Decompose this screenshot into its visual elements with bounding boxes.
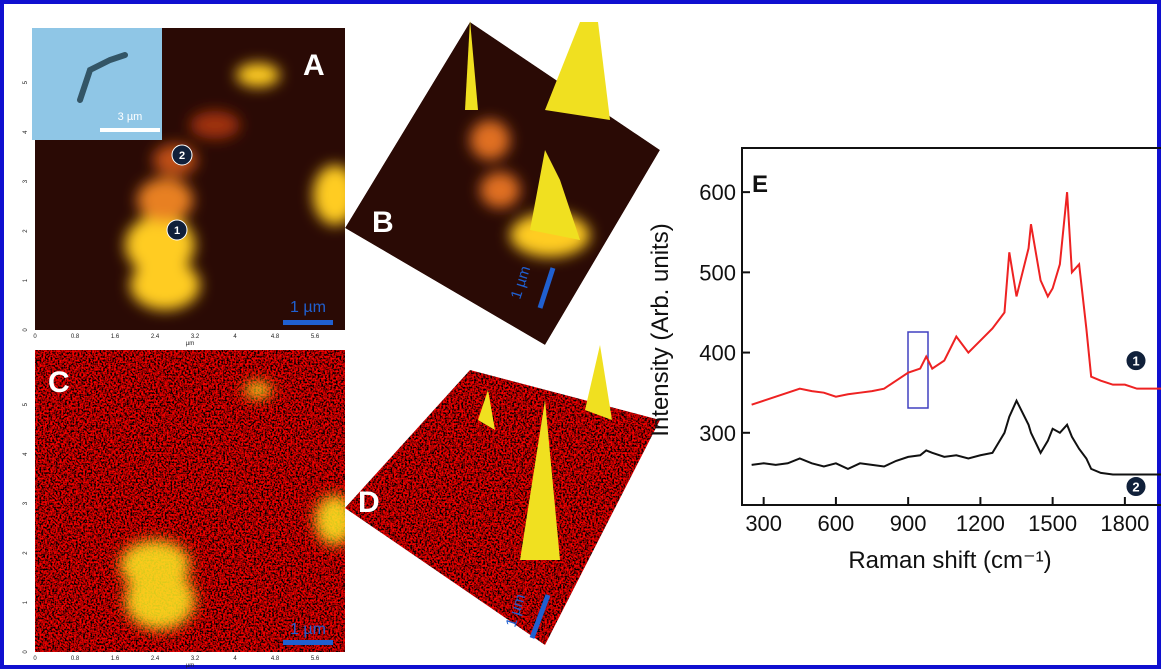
inset-scale-bar (100, 128, 160, 132)
peak (585, 345, 612, 420)
image-unit: µm (186, 663, 194, 669)
y-axis-label: Intensity (Arb. units) (647, 223, 674, 436)
peak (545, 22, 610, 120)
highlight-box (907, 331, 929, 409)
legend-label: 1 (1132, 354, 1139, 369)
image-x-tick: 0 (33, 656, 37, 662)
image-x-tick: 1.6 (111, 334, 120, 340)
image-y-tick: 0 (23, 328, 29, 332)
panel-label: B (372, 206, 394, 239)
legend-label: 2 (1132, 480, 1139, 495)
image-x-tick: 0.8 (71, 656, 80, 662)
panel-label: A (303, 49, 325, 82)
image-unit: µm (186, 341, 194, 347)
y-tick-label: 400 (699, 341, 736, 366)
peak (478, 390, 495, 430)
series-line (751, 192, 1161, 406)
plot-frame (741, 147, 1161, 506)
scale-bar (283, 320, 333, 325)
image-x-tick: 3.2 (191, 334, 200, 340)
image-x-tick: 2.4 (151, 334, 160, 340)
image-y-tick: 4 (23, 452, 29, 456)
image-x-tick: 4.8 (271, 656, 280, 662)
image-y-tick: 3 (23, 501, 29, 505)
x-tick-label: 300 (745, 511, 782, 536)
inset-cell (77, 52, 128, 103)
image-x-tick: 0.8 (71, 334, 80, 340)
legend-marker (1125, 476, 1147, 498)
image-y-tick: 5 (23, 402, 29, 406)
peak (465, 20, 478, 110)
y-tick-label: 500 (699, 260, 736, 285)
plot-area (751, 192, 1161, 476)
scale-text: 1 µm (290, 621, 326, 638)
image-x-tick: 4.8 (271, 334, 280, 340)
svg-text:1: 1 (174, 225, 180, 237)
inset-photo (32, 28, 162, 140)
x-tick-label: 1800 (1100, 511, 1149, 536)
image-x-tick: 0 (33, 334, 37, 340)
y-tick-label: 300 (699, 421, 736, 446)
legend-marker (1125, 350, 1147, 372)
scale-bar (537, 267, 556, 309)
image-y-tick: 2 (23, 551, 29, 555)
svg-text:2: 2 (179, 150, 185, 162)
x-tick-label: 900 (890, 511, 927, 536)
image-y-tick: 0 (23, 650, 29, 654)
scale-text: 1 µm (290, 299, 326, 316)
image-x-tick: 3.2 (191, 656, 200, 662)
inset-scale: 3 µm (118, 111, 143, 123)
x-tick-label: 1500 (1028, 511, 1077, 536)
peak (520, 400, 560, 560)
panel-c-image (35, 350, 345, 652)
marker: 1 (166, 219, 188, 241)
x-tick-label: 1200 (956, 511, 1005, 536)
image-x-tick: 1.6 (111, 656, 120, 662)
chart-title: E (752, 171, 768, 198)
image-y-tick: 3 (23, 179, 29, 183)
x-axis-label: Raman shift (cm⁻¹) (848, 547, 1051, 574)
panel-label: C (48, 366, 70, 399)
image-y-tick: 4 (23, 130, 29, 134)
image-x-tick: 5.6 (311, 334, 320, 340)
x-tick-label: 600 (818, 511, 855, 536)
panel-label: D (358, 486, 380, 519)
image-y-tick: 1 (23, 278, 29, 282)
image-x-tick: 5.6 (311, 656, 320, 662)
image-y-tick: 5 (23, 80, 29, 84)
scale-bar (283, 640, 333, 645)
panel-d-image (345, 370, 660, 645)
scale-bar (529, 594, 551, 639)
peak (530, 150, 580, 240)
image-y-tick: 1 (23, 600, 29, 604)
image-y-tick: 2 (23, 229, 29, 233)
y-tick-label: 600 (699, 180, 736, 205)
image-x-tick: 4 (233, 334, 237, 340)
image-x-tick: 2.4 (151, 656, 160, 662)
marker: 2 (171, 144, 193, 166)
image-x-tick: 4 (233, 656, 237, 662)
series-line (751, 398, 1161, 476)
